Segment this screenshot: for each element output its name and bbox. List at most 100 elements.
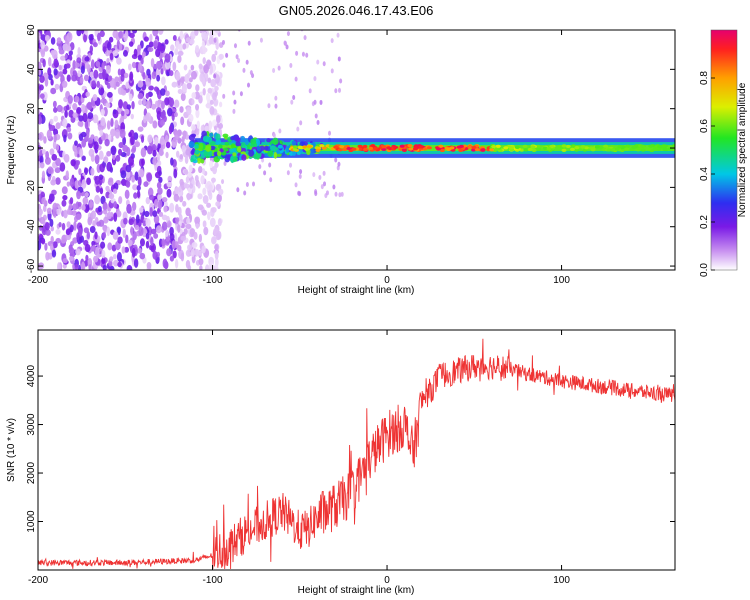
carrier-core-cell (438, 144, 444, 148)
noise-cell (100, 87, 105, 95)
noise-cell (185, 148, 191, 156)
noise-cell (158, 211, 164, 217)
noise-cell (160, 88, 166, 96)
noise-cell (122, 101, 128, 110)
noise-cell (152, 157, 157, 166)
noise-cell (146, 262, 152, 269)
carrier-core-cell (446, 147, 452, 152)
noise-cell (195, 103, 200, 111)
noise-cell (150, 228, 157, 235)
noise-cell (249, 70, 253, 76)
noise-cell (77, 201, 82, 207)
noise-cell (188, 164, 193, 173)
noise-cell (109, 256, 114, 262)
noise-cell (81, 155, 86, 162)
noise-cell (115, 154, 121, 162)
noise-cell (314, 191, 318, 197)
noise-cell (63, 209, 68, 219)
noise-cell (233, 99, 237, 105)
noise-cell (313, 99, 317, 105)
x-tick-label: -100 (203, 275, 223, 286)
noise-cell (106, 150, 112, 157)
noise-cell (96, 80, 100, 88)
noise-cell (175, 71, 181, 81)
noise-cell (49, 118, 54, 125)
noise-cell (170, 44, 175, 52)
carrier-core-cell (603, 144, 609, 148)
noise-cell (177, 50, 184, 56)
turbulence-cell (188, 141, 195, 148)
noise-cell (191, 242, 198, 248)
noise-cell (49, 218, 54, 227)
noise-cell (110, 145, 117, 156)
noise-cell (161, 221, 168, 231)
y-tick-label: -40 (26, 219, 37, 234)
y-tick-label: 20 (26, 103, 37, 115)
carrier-core-cell (458, 144, 464, 148)
noise-cell (99, 30, 105, 38)
noise-cell (137, 176, 142, 187)
noise-cell (47, 67, 52, 76)
noise-cell (312, 172, 316, 178)
x-tick-label: -200 (28, 275, 48, 286)
turbulence-cell (241, 154, 247, 161)
turbulence-cell (188, 134, 196, 141)
noise-cell (106, 120, 111, 130)
noise-cell (268, 162, 272, 168)
noise-cell (133, 48, 138, 57)
noise-cell (74, 140, 78, 146)
noise-cell (95, 61, 101, 68)
noise-cell (180, 116, 185, 126)
noise-cell (207, 211, 211, 221)
noise-cell (153, 214, 160, 224)
noise-cell (38, 194, 42, 203)
noise-cell (217, 230, 222, 240)
noise-cell (66, 126, 72, 133)
noise-cell (274, 103, 278, 109)
noise-cell (126, 203, 132, 214)
noise-cell (92, 220, 96, 228)
noise-cell (314, 113, 318, 119)
noise-cell (145, 232, 150, 240)
noise-cell (78, 115, 84, 122)
noise-cell (277, 65, 281, 71)
noise-cell (112, 109, 117, 115)
noise-cell (55, 143, 60, 151)
turbulence-cell (222, 133, 229, 138)
noise-cell (172, 250, 177, 259)
noise-cell (181, 145, 187, 153)
noise-cell (207, 87, 213, 94)
noise-cell (51, 153, 58, 161)
noise-cell (85, 129, 90, 140)
noise-cell (215, 201, 221, 207)
noise-cell (103, 227, 107, 234)
noise-cell (134, 141, 141, 148)
noise-cell (194, 216, 201, 225)
turbulence-cell (209, 132, 214, 137)
noise-cell (65, 228, 71, 236)
noise-cell (165, 151, 169, 159)
carrier-core-cell (381, 145, 387, 149)
noise-cell (89, 199, 94, 209)
noise-cell (199, 30, 204, 34)
noise-cell (152, 210, 158, 218)
noise-cell (52, 140, 57, 150)
turbulence-cell (273, 151, 278, 159)
noise-cell (272, 67, 276, 73)
turbulence-cell (240, 135, 246, 143)
noise-cell (195, 84, 200, 92)
noise-cell (106, 57, 110, 64)
noise-cell (320, 184, 324, 190)
noise-cell (161, 76, 166, 86)
noise-cell (93, 141, 99, 151)
noise-cell (113, 201, 118, 209)
noise-cell (269, 177, 273, 183)
turbulence-cell (216, 150, 222, 157)
turbulence-cell (285, 145, 290, 153)
colorbar-tick-label: 0.6 (699, 119, 710, 133)
noise-cell (223, 160, 227, 166)
snr-x-axis-label: Height of straight line (km) (298, 585, 415, 596)
noise-cell (69, 177, 75, 188)
carrier-core-cell (536, 147, 542, 151)
noise-cell (217, 218, 222, 227)
